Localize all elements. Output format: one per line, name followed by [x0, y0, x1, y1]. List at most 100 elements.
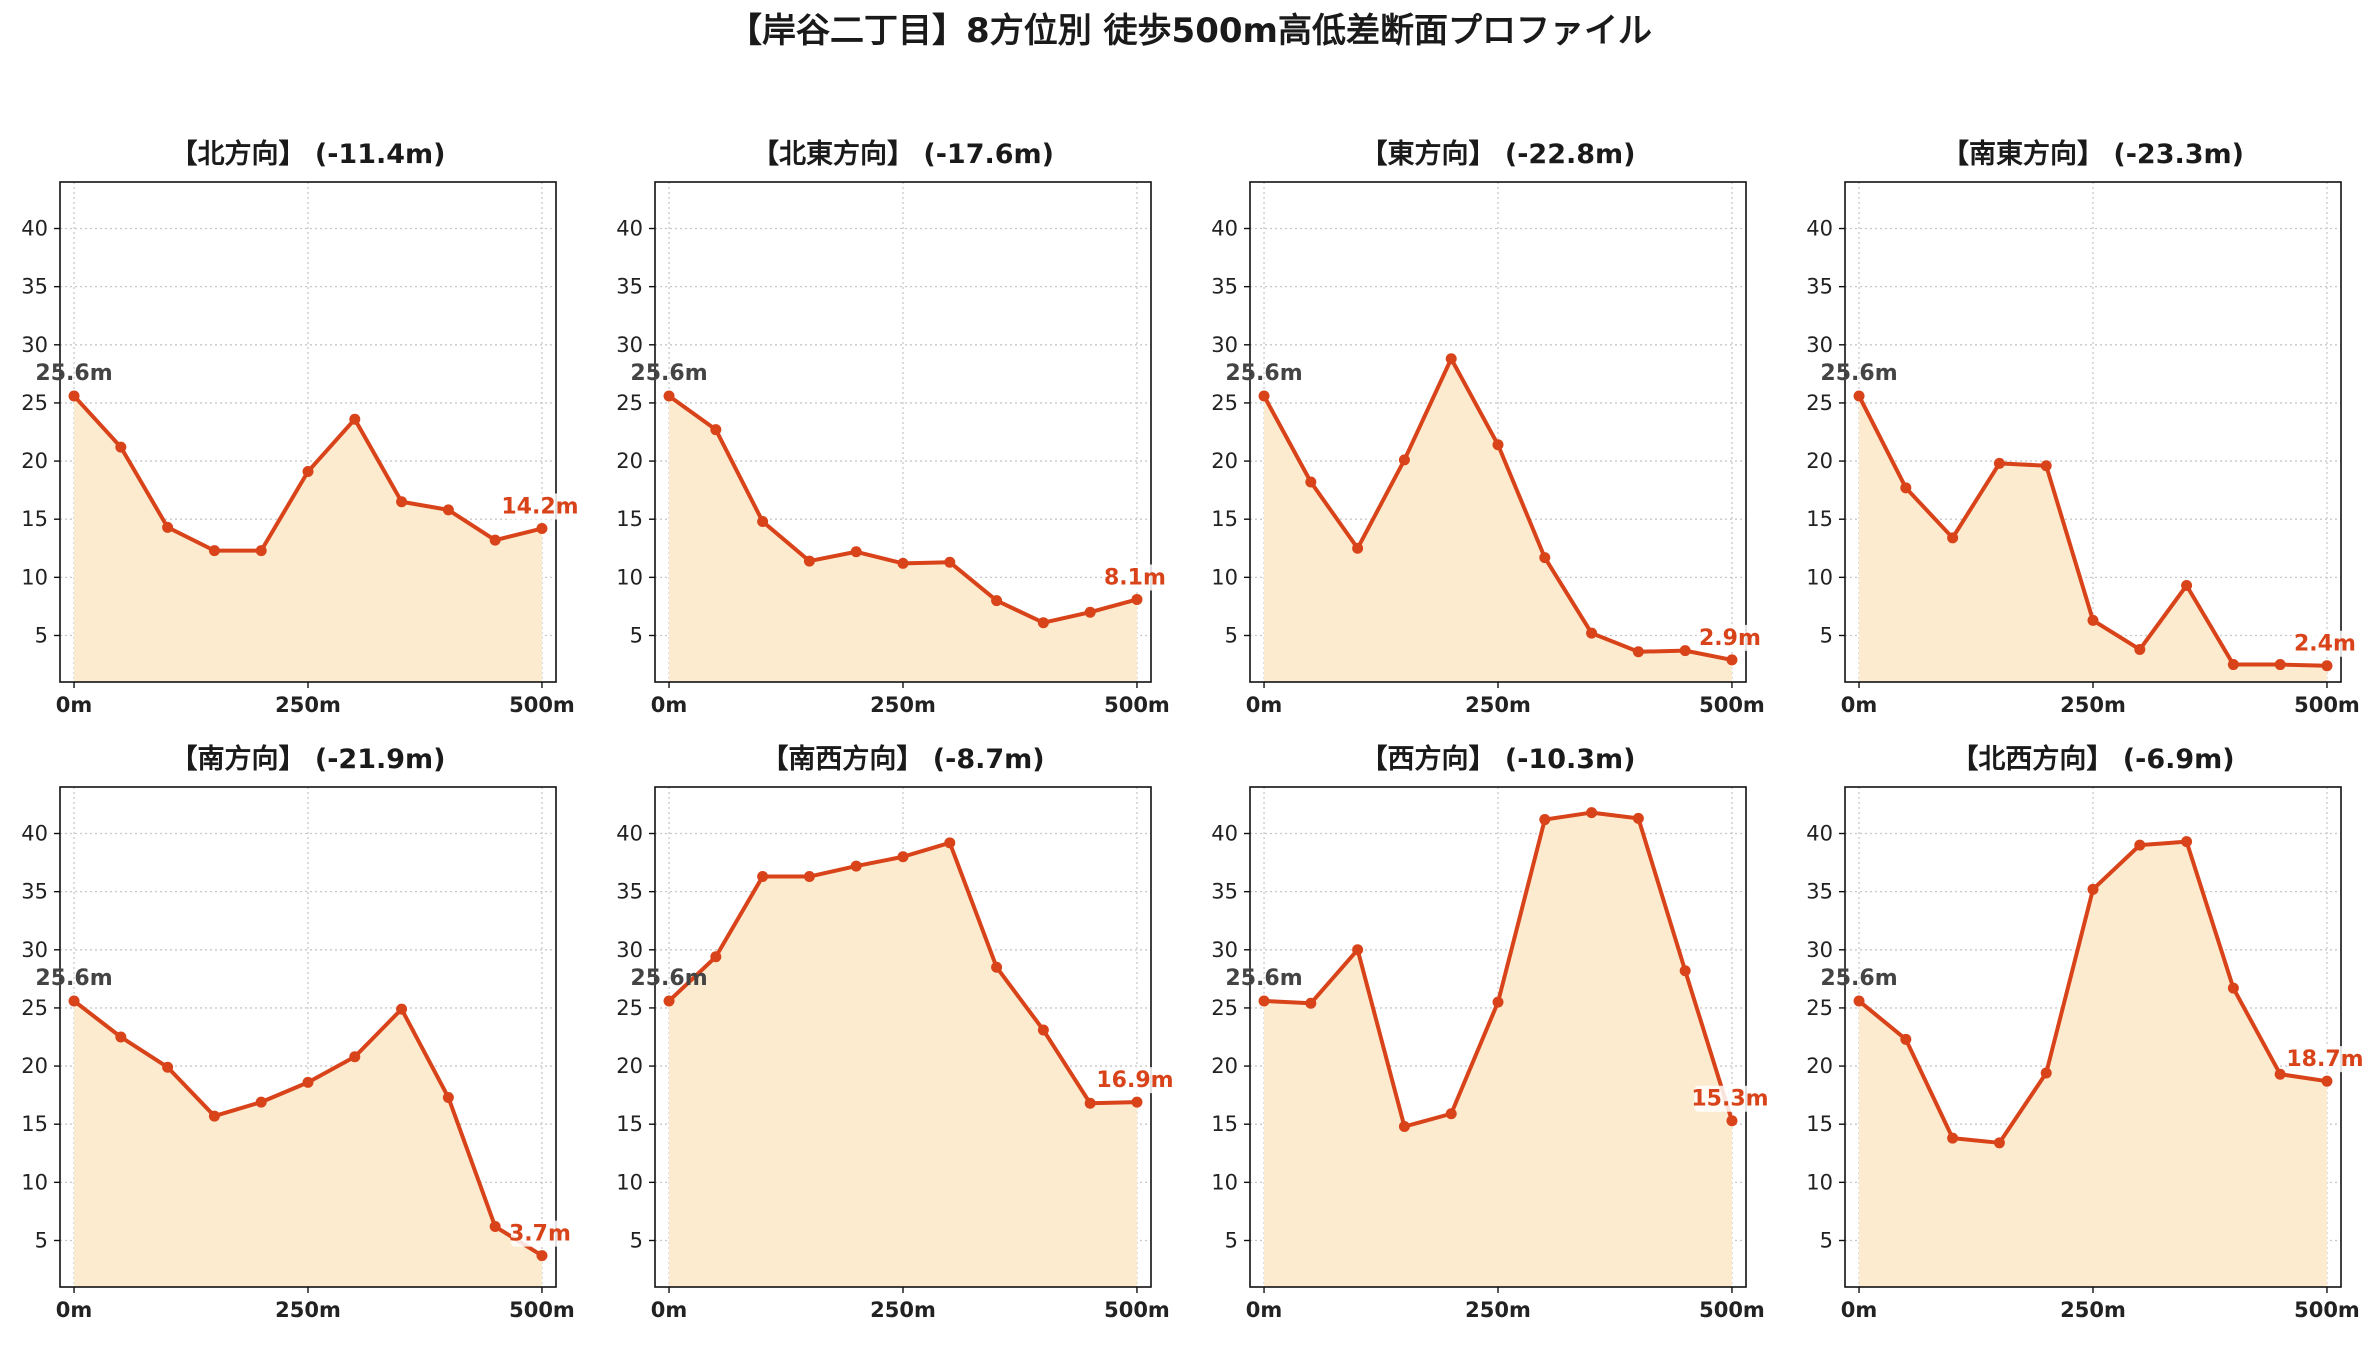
elevation-point: [2321, 660, 2333, 672]
y-tick-label: 15: [1211, 507, 1238, 531]
y-tick-label: 15: [1211, 1112, 1238, 1136]
x-tick-label: 500m: [509, 693, 575, 717]
elevation-point: [1726, 654, 1738, 666]
y-tick-label: 25: [1806, 391, 1833, 415]
profile-panel: 【北西方向】 (-6.9m) 5 10 15 20 25 30 35 40 0m 250m 500m 2…: [1785, 735, 2380, 1345]
y-tick-label: 35: [1806, 275, 1833, 299]
y-tick-label: 15: [1806, 507, 1833, 531]
y-tick-label: 20: [616, 1054, 643, 1078]
start-elevation-label: 25.6m: [35, 966, 112, 991]
y-tick-label: 15: [21, 507, 48, 531]
elevation-point: [663, 995, 675, 1007]
y-tick-label: 40: [1211, 822, 1238, 846]
start-elevation-label: 25.6m: [630, 966, 707, 991]
elevation-point: [349, 413, 361, 425]
panel-title: 【北西方向】 (-6.9m): [1951, 743, 2234, 775]
elevation-point: [255, 1096, 267, 1108]
x-tick-label: 500m: [2294, 1298, 2360, 1322]
elevation-point: [162, 521, 174, 533]
end-label-background: [510, 1220, 569, 1247]
elevation-point: [489, 534, 501, 546]
x-tick-label: 0m: [56, 1298, 93, 1322]
elevation-point: [1492, 439, 1504, 451]
elevation-point: [2227, 659, 2239, 671]
elevation-point: [1258, 995, 1270, 1007]
x-tick-label: 250m: [275, 1298, 341, 1322]
elevation-point: [2134, 839, 2146, 851]
elevation-point: [1586, 627, 1598, 639]
elevation-point: [1398, 1121, 1410, 1133]
elevation-point: [1492, 996, 1504, 1008]
x-tick-label: 0m: [1841, 1298, 1878, 1322]
elevation-point: [1947, 532, 1959, 544]
elevation-point: [302, 1076, 314, 1088]
panel-title: 【北東方向】 (-17.6m): [752, 138, 1054, 170]
profile-chart-svg: 【東方向】 (-22.8m) 5 10 15 20 25 30 35 40 0m 250m 500m 2…: [1211, 138, 1765, 717]
elevation-point: [1084, 1097, 1096, 1109]
y-tick-label: 10: [21, 565, 48, 589]
elevation-point: [1037, 617, 1049, 629]
x-tick-label: 500m: [1699, 693, 1765, 717]
panel-title: 【南西方向】 (-8.7m): [761, 743, 1044, 775]
y-tick-label: 10: [616, 565, 643, 589]
y-tick-label: 5: [1225, 623, 1238, 647]
y-tick-label: 30: [21, 938, 48, 962]
y-tick-label: 40: [1806, 217, 1833, 241]
elevation-point: [1084, 606, 1096, 618]
elevation-point: [396, 1003, 408, 1015]
elevation-point: [1258, 390, 1270, 402]
y-tick-label: 20: [21, 1054, 48, 1078]
elevation-point: [1632, 646, 1644, 658]
elevation-point: [1632, 812, 1644, 824]
elevation-point: [396, 496, 408, 508]
x-tick-label: 0m: [1246, 693, 1283, 717]
profile-panel: 【南西方向】 (-8.7m) 5 10 15 20 25 30 35 40 0m 250m 500m 2…: [595, 735, 1190, 1345]
y-tick-label: 35: [1806, 880, 1833, 904]
elevation-point: [1993, 1137, 2005, 1149]
elevation-point: [944, 837, 956, 849]
elevation-point: [1445, 353, 1457, 365]
profile-panel: 【南東方向】 (-23.3m) 5 10 15 20 25 30 35 40 0m 250m 500m…: [1785, 130, 2380, 740]
end-elevation-label: 14.2m: [501, 495, 578, 520]
elevation-point: [2134, 643, 2146, 655]
elevation-point: [255, 545, 267, 557]
elevation-point: [115, 441, 127, 453]
start-elevation-label: 25.6m: [630, 361, 707, 386]
y-tick-label: 30: [1211, 333, 1238, 357]
profile-panel: 【北方向】 (-11.4m) 5 10 15 20 25 30 35 40 0m 250m 500m 2…: [0, 130, 595, 740]
elevation-point: [2040, 460, 2052, 472]
elevation-point: [2181, 836, 2193, 848]
elevation-point: [2087, 614, 2099, 626]
elevation-point: [1993, 457, 2005, 469]
end-elevation-label: 8.1m: [1104, 565, 1166, 590]
end-label-background: [1105, 564, 1164, 591]
elevation-point: [68, 995, 80, 1007]
y-tick-label: 30: [21, 333, 48, 357]
elevation-point: [1947, 1132, 1959, 1144]
y-tick-label: 20: [1211, 449, 1238, 473]
elevation-point: [536, 1250, 548, 1262]
y-tick-label: 30: [1211, 938, 1238, 962]
y-tick-label: 30: [1806, 938, 1833, 962]
end-label-background: [1099, 1067, 1171, 1094]
elevation-point: [536, 523, 548, 535]
elevation-point: [489, 1221, 501, 1233]
elevation-point: [1586, 807, 1598, 819]
elevation-point: [1131, 593, 1143, 605]
start-elevation-label: 25.6m: [35, 361, 112, 386]
y-tick-label: 20: [21, 449, 48, 473]
elevation-point: [162, 1061, 174, 1073]
elevation-point: [208, 1110, 220, 1122]
y-tick-label: 30: [616, 938, 643, 962]
x-tick-label: 0m: [1841, 693, 1878, 717]
elevation-point: [1853, 390, 1865, 402]
y-tick-label: 40: [616, 822, 643, 846]
end-elevation-label: 2.4m: [2294, 632, 2356, 657]
start-elevation-label: 25.6m: [1225, 361, 1302, 386]
y-tick-label: 25: [616, 996, 643, 1020]
profile-panel: 【南方向】 (-21.9m) 5 10 15 20 25 30 35 40 0m 250m 500m 2…: [0, 735, 595, 1345]
y-tick-label: 20: [1211, 1054, 1238, 1078]
elevation-point: [2274, 659, 2286, 671]
elevation-point: [1679, 965, 1691, 977]
